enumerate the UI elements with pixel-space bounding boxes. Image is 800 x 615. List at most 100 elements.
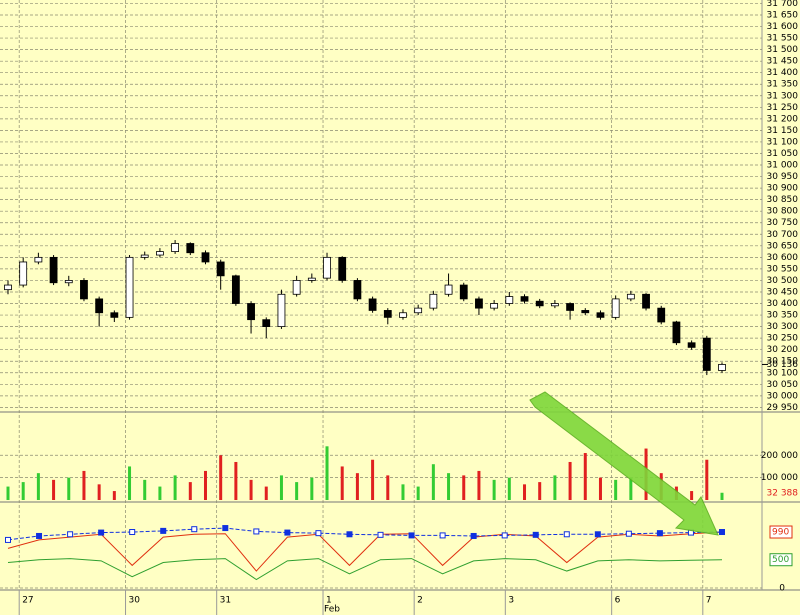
volume-bar [21,482,25,500]
indicator-marker [532,531,539,538]
volume-bar [720,492,724,500]
volume-bar [112,491,116,500]
y-tick-label: 30 450 [767,287,799,297]
y-tick-label: 30 950 [767,172,799,182]
volume-bar [234,461,238,500]
volume-bar [462,475,466,500]
y-tick-label: 100 000 [761,473,798,483]
candle-body [596,312,605,318]
candle-body [459,284,468,300]
volume-bar [143,479,147,500]
y-tick-label: 31 350 [767,80,799,90]
candle-body [505,296,514,304]
volume-bar [553,475,557,500]
candle-body [110,312,119,318]
volume-bar [447,473,451,500]
x-tick-label: 31 [220,596,231,606]
candle-body [429,293,438,309]
y-tick-label: 31 700 [767,0,799,9]
y-tick-label: 31 500 [767,45,799,55]
y-tick-label: 30 300 [767,322,799,332]
candle-body [338,256,347,281]
candle-body [247,303,255,321]
volume-bar [310,477,314,500]
indicator-marker [36,532,43,539]
volume-bar [386,475,390,500]
indicator-marker [284,529,291,536]
volume-bar [97,484,101,500]
candle-body [231,275,240,304]
y-tick-label: 31 650 [767,11,799,21]
candle-body [718,364,726,371]
candle-body [262,319,271,327]
volume-bar [492,479,496,500]
y-tick-label: 30 400 [767,299,799,309]
x-tick-label: 7 [706,596,712,606]
candle-body [657,307,666,323]
indicator-marker [129,529,136,536]
candle-body [550,303,559,307]
x-tick-label: 2 [417,596,423,606]
value-box [769,525,793,539]
volume-bar [629,477,633,500]
candle-body [642,293,650,309]
y-tick-label: 31 050 [767,149,799,159]
volume-bar [340,466,344,500]
volume-bar [598,477,602,500]
indicator-marker [439,532,446,539]
volume-bar [249,479,253,500]
y-tick-label: 30 500 [767,276,799,286]
y-tick-label: 31 200 [767,114,799,124]
x-tick-label: 27 [22,596,33,606]
y-tick-label: 30 100 [767,368,799,378]
candle-body [80,280,88,300]
indicator-marker [160,527,167,534]
y-tick-label: 31 550 [767,34,799,44]
y-tick-label: 31 150 [767,126,799,136]
indicator-marker [563,531,570,538]
indicator-marker [191,526,198,533]
indicator-marker [656,530,663,537]
candle-body [307,277,316,281]
last-value-label: 990 [772,528,789,538]
indicator-marker [315,530,322,537]
indicator-marker [222,525,229,532]
candle-body [95,298,104,314]
volume-bar [355,473,359,500]
y-tick-label: 30 550 [767,264,799,274]
volume-bar [507,477,511,500]
volume-bar [279,475,283,500]
volume-bar [477,470,481,500]
candle-body [4,284,12,291]
volume-bar [431,464,435,500]
candle-body [672,321,681,344]
indicator-line [7,531,723,572]
annotation-arrow [529,391,719,536]
y-tick-label: 200 000 [761,451,798,461]
y-tick-label: 31 250 [767,103,799,113]
candle-body [34,256,43,263]
x-month-label: Feb [324,605,340,615]
y-tick-label: 30 200 [767,345,799,355]
indicator-marker [501,532,508,539]
y-tick-label: 30 050 [767,380,799,390]
y-tick-label: 30 850 [767,195,799,205]
volume-bar [538,482,542,500]
y-tick-label: 30 650 [767,241,799,251]
candle-body [475,298,483,309]
candle-body [292,280,301,295]
y-tick-label: 30 600 [767,253,799,263]
volume-bar [82,470,86,500]
candle-body [687,342,696,348]
volume-bar [705,459,709,500]
y-tick-label: 30 700 [767,230,799,240]
volume-bar [36,473,40,500]
volume-bar [401,484,405,500]
candle-body [520,296,529,302]
volume-bar [523,484,527,500]
candle-body [399,312,407,318]
volume-bar [568,461,572,500]
last-volume-label: 32 388 [767,488,799,498]
last-price-label: 30 136 [767,360,799,370]
volume-bar [295,482,299,500]
